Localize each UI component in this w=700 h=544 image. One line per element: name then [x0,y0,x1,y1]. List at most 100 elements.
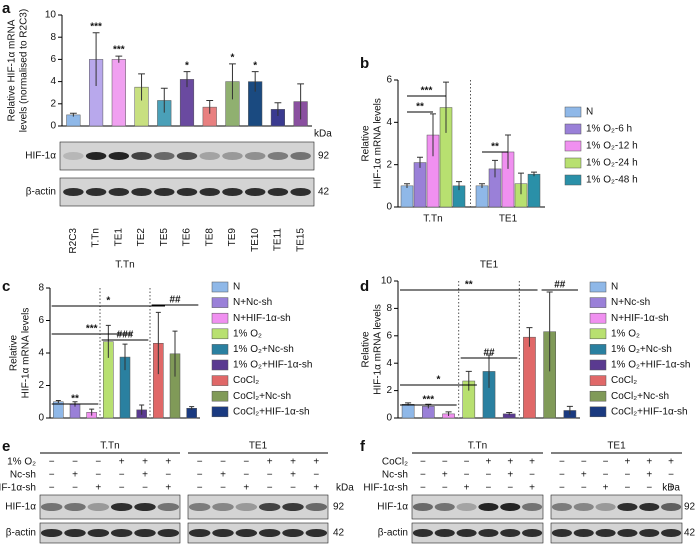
condition-sign: − [142,483,148,494]
panel-letter: a [2,0,11,17]
blot-band [222,188,243,196]
error-bar [69,112,77,117]
condition-sign: − [559,457,565,468]
y-tick-label: 8 [38,283,44,294]
blot-band [64,529,86,537]
band-label: HIF-1α [377,502,408,513]
y-tick-label: 10 [45,10,57,21]
significance-label: ** [465,280,473,291]
kda-value: 92 [684,502,696,513]
condition-sign: − [624,470,630,481]
condition-sign: − [49,483,55,494]
error-bar [546,291,553,372]
condition-sign: + [668,483,674,494]
blot-band [573,529,594,537]
legend-label: 1% O₂+HIF-1α-sh [233,360,312,371]
blot-band [522,529,543,537]
significance-label: ### [117,330,134,341]
condition-sign: + [290,457,296,468]
condition-sign: − [420,470,426,481]
legend-label: N [586,107,593,118]
kda-value: 92 [333,502,345,513]
x-tick-label: TE1 [499,214,518,225]
legend-label: 1% O₂+Nc-sh [611,344,672,355]
significance-label: ## [169,295,181,306]
condition-sign: − [668,470,674,481]
bar [475,185,489,208]
chart-title: T.Tn [115,260,134,271]
condition-sign: + [442,470,448,481]
blot-band [305,503,328,511]
legend-label: 1% O₂+Nc-sh [233,344,294,355]
panel-letter: f [360,438,366,455]
blot-band [131,188,152,196]
legend-swatch [564,174,582,186]
legend-label: CoCl₂ [611,375,637,386]
y-axis-label: HIF-1α mRNA levels [373,98,384,189]
x-tick-label: TE2 [136,228,147,247]
blot-band [551,503,572,511]
condition-sign: − [646,483,652,494]
legend-swatch [589,281,607,293]
band-label: HIF-1α [25,151,56,162]
condition-sign: − [49,457,55,468]
kda-label: kDa [314,129,332,140]
condition-sign: − [119,470,125,481]
blot-strip [550,494,683,520]
blot-band [500,503,521,511]
panel-letter: c [2,278,10,295]
group-label: T.Tn [468,441,487,452]
legend-label: N+Nc-sh [611,297,650,308]
y-tick-label: 2 [386,385,392,396]
y-tick-label: 6 [38,315,44,326]
blot-strip [187,522,329,544]
blot-band [244,152,266,160]
significance-label: * [436,375,440,386]
condition-sign: − [197,470,203,481]
condition-sign: + [507,457,513,468]
y-axis-label: Relative [361,125,372,162]
error-bar [492,159,498,178]
legend-swatch [589,328,607,340]
legend-swatch [564,106,582,118]
legend-swatch [211,390,229,402]
condition-sign: − [220,483,226,494]
condition-sign: + [529,457,535,468]
blot-band [522,503,543,511]
legend-label: 1% O₂-24 h [586,158,638,169]
error-bar [445,411,452,416]
blot-strip [39,522,181,544]
error-bar [518,172,524,195]
condition-sign: − [165,470,171,481]
blot-band [87,529,110,537]
blot-band [63,188,84,196]
blot-band [595,503,616,511]
panel-letter: d [360,278,369,295]
condition-sign: − [507,483,513,494]
significance-label: ** [416,102,424,113]
blot-band [87,503,110,511]
blot-band [617,529,638,537]
blot-band [244,188,266,196]
condition-sign: − [442,483,448,494]
legend-swatch [211,312,229,324]
y-tick-label: 4 [386,117,392,128]
legend-label: N+Nc-sh [233,297,272,308]
y-tick-label: 2 [50,98,56,109]
group-label: T.Tn [100,441,119,452]
significance-label: * [231,52,235,63]
blot-band [157,503,180,511]
y-axis-label: levels (normalised to R2C3) [19,9,30,132]
band-label: β-actin [378,528,408,539]
legend-swatch [589,344,607,355]
condition-sign: − [581,483,587,494]
error-bar [430,113,436,157]
legend-label: CoCl₂+HIF-1α-sh [611,406,688,417]
error-bar [479,183,485,188]
legend-swatch [589,406,607,418]
condition-sign: − [529,470,535,481]
condition-sign: − [72,457,78,468]
condition-sign: − [464,470,470,481]
error-bar [206,99,214,114]
